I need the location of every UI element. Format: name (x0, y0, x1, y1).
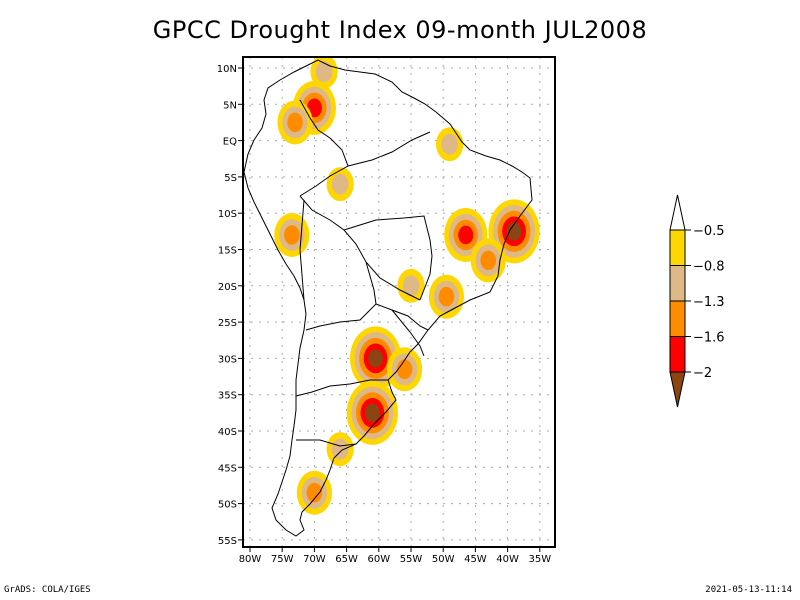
drought-level-3 (306, 482, 323, 503)
continent-outline (243, 59, 533, 537)
lat-tick-label: 55S (218, 536, 237, 547)
lon-tick-label: 40W (496, 554, 519, 565)
colorbar-top-arrow (669, 194, 686, 231)
lon-tick-label: 75W (271, 554, 294, 565)
lat-tick-label: 35S (218, 391, 237, 402)
drought-area (310, 57, 338, 89)
lat-tick-label: 40S (218, 427, 237, 438)
lat-tick-label: 5S (224, 173, 237, 184)
lon-tick-label: 70W (303, 554, 326, 565)
colorbar-label: −1.6 (693, 331, 725, 346)
lon-tick-label: 60W (367, 554, 390, 565)
lat-tick-label: 50S (218, 500, 237, 511)
colorbar-segment (669, 265, 686, 302)
drought-area (436, 127, 464, 162)
axis-ticks: 10N 5N EQ 5S 10S 15S 20S 25S 30S 35S 40S 45S 50S 55S8… (217, 64, 551, 565)
lon-tick-label: 50W (432, 554, 455, 565)
drought-level-5 (368, 349, 383, 368)
drought-level-5 (506, 222, 522, 241)
lon-tick-label: 55W (400, 554, 423, 565)
country-borders (295, 99, 433, 447)
drought-level-3 (287, 112, 303, 133)
colorbar-label: −2 (693, 366, 712, 381)
drought-level-2 (441, 133, 459, 155)
drought-level-3 (284, 225, 300, 245)
colorbar-bottom-arrow (669, 371, 686, 408)
lat-tick-label: EQ (223, 137, 237, 148)
drought-level-3 (396, 359, 413, 380)
map-frame (242, 56, 556, 548)
lon-tick-label: 45W (464, 554, 487, 565)
timestamp: 2021-05-13-11:14 (705, 585, 792, 595)
lat-tick-label: 10S (218, 209, 237, 220)
colorbar-segment (669, 300, 686, 337)
gridlines (243, 57, 555, 547)
drought-area (470, 238, 506, 283)
grads-credit: GrADS: COLA/IGES (4, 585, 91, 595)
lon-tick-label: 65W (335, 554, 358, 565)
drought-area (326, 167, 354, 202)
lon-tick-label: 80W (239, 554, 262, 565)
drought-level-2 (331, 173, 349, 195)
colorbar-label: −1.3 (693, 295, 725, 310)
coastlines (243, 59, 533, 537)
colorbar-segment (669, 336, 686, 373)
colorbar-segment (669, 229, 686, 266)
drought-area (386, 347, 423, 392)
drought-area (326, 432, 354, 467)
drought-level-5 (365, 403, 380, 422)
lat-tick-label: 25S (218, 318, 237, 329)
lat-tick-label: 45S (218, 463, 237, 474)
drought-area (277, 100, 313, 145)
lat-tick-label: 30S (218, 354, 237, 365)
colorbar: −0.5 −0.8 −1.3 −1.6 −2 (669, 194, 725, 408)
drought-level-3 (438, 286, 455, 307)
drought-level-2 (315, 61, 333, 83)
drought-level-2 (402, 275, 420, 297)
drought-level-2 (331, 438, 349, 460)
drought-area (274, 212, 310, 257)
lat-tick-label: 10N (217, 64, 237, 75)
drought-area (397, 268, 425, 303)
lat-tick-label: 15S (218, 246, 237, 257)
chart-title: GPCC Drought Index 09-month JUL2008 (152, 16, 648, 44)
colorbar-label: −0.5 (693, 224, 725, 239)
drought-patches (274, 57, 540, 515)
drought-level-3 (480, 250, 497, 271)
lat-tick-label: 20S (218, 282, 237, 293)
drought-area (296, 470, 332, 515)
lat-tick-label: 5N (223, 100, 237, 111)
lon-tick-label: 35W (528, 554, 551, 565)
drought-level-4 (458, 225, 474, 245)
colorbar-label: −0.8 (693, 260, 725, 275)
drought-area (346, 380, 398, 445)
